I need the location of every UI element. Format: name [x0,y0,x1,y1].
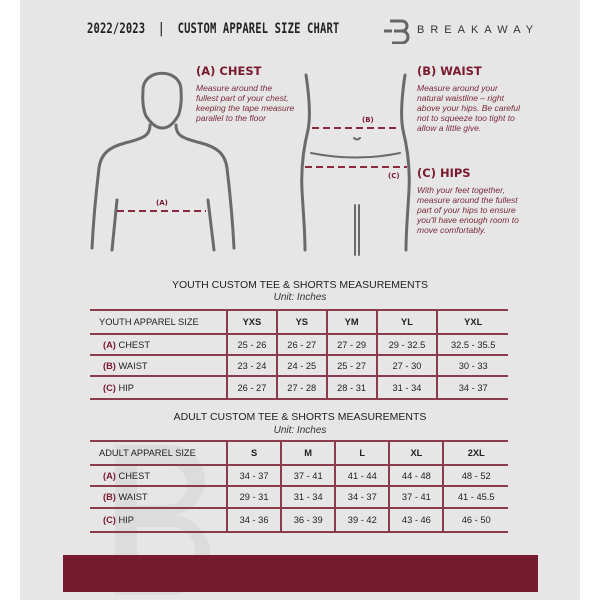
size-header: 2XL [442,440,508,466]
cell: 29 - 31 [225,485,282,509]
cell: 23 - 24 [226,354,277,377]
cell: 27 - 28 [275,375,327,400]
adult-unit: Unit: Inches [273,425,327,436]
cell: 34 - 37 [225,464,282,487]
row-label: WAIST [118,492,148,502]
youth-section-title: YOUTH CUSTOM TEE & SHORTS MEASUREMENTS [171,279,429,291]
cell: 31 - 34 [375,375,438,400]
row-label: HIP [118,515,135,525]
row-label: WAIST [118,360,148,371]
cell: 26 - 27 [275,333,327,356]
cell: 29 - 32.5 [375,333,438,356]
size-header: YXS [226,309,277,335]
cell: 36 - 39 [280,507,336,533]
cell: 28 - 31 [325,375,377,400]
size-header: M [280,440,336,466]
cell: 41 - 44 [334,464,390,487]
adult-section-title: ADULT CUSTOM TEE & SHORTS MEASUREMENTS [173,411,427,423]
footer-bar [63,555,538,592]
table-row: (B) WAIST 29 - 31 31 - 34 34 - 37 37 - 41 41 … [90,485,508,509]
cell: 48 - 52 [442,464,508,487]
table-row: (A) CHEST 34 - 37 37 - 41 41 - 44 44 - 48 48 … [90,464,508,487]
cell: 25 - 27 [325,354,377,377]
cell: 27 - 29 [325,333,377,356]
size-header: YXL [436,309,508,335]
table-header-row: ADULT APPAREL SIZE S M L XL 2XL [90,440,508,466]
cell: 46 - 50 [442,507,508,533]
cell: 37 - 41 [388,485,444,509]
brand-name: BREAKAWAY [417,24,540,36]
waist-heading: (B) WAIST [417,64,482,78]
row-key: (A) [103,339,116,350]
chest-instructions: Measure around the fullest part of your … [196,83,295,123]
youth-size-table: YOUTH APPAREL SIZE YXS YS YM YL YXL (A) … [90,309,508,400]
body-figures [90,71,411,256]
cell: 31 - 34 [280,485,336,509]
table-header-row: YOUTH APPAREL SIZE YXS YS YM YL YXL [90,309,508,335]
cell: 24 - 25 [275,354,327,377]
row-key: (B) [103,360,116,371]
youth-unit: Unit: Inches [273,292,327,303]
hips-marker: (C) [388,172,400,180]
torso-figure [90,71,236,252]
size-header: L [334,440,390,466]
header-label: ADULT APPAREL SIZE [90,440,227,466]
cell: 39 - 42 [334,507,390,533]
cell: 34 - 36 [225,507,282,533]
size-header: S [225,440,282,466]
hips-instructions: With your feet together, measure around … [417,185,519,235]
size-header: YS [275,309,327,335]
cell: 34 - 37 [334,485,390,509]
cell: 32.5 - 35.5 [436,333,508,356]
waist-marker: (B) [362,116,374,124]
table-row: (A) CHEST 25 - 26 26 - 27 27 - 29 29 - 32.5 3… [90,333,508,356]
table-row: (B) WAIST 23 - 24 24 - 25 25 - 27 27 - 30 30 … [90,354,508,377]
row-label: CHEST [118,339,151,350]
cell: 43 - 46 [388,507,444,533]
cell: 41 - 45.5 [442,485,508,509]
waist-instructions: Measure around your natural waistline – … [417,83,521,133]
size-header: XL [388,440,444,466]
cell: 25 - 26 [226,333,277,356]
row-key: (C) [103,382,116,393]
chest-marker: (A) [156,199,168,207]
hips-heading: (C) HIPS [417,166,471,180]
row-key: (C) [103,515,116,525]
cell: 34 - 37 [436,375,508,400]
size-header: YM [325,309,377,335]
adult-size-table: ADULT APPAREL SIZE S M L XL 2XL (A) CHES… [90,440,508,533]
cell: 37 - 41 [280,464,336,487]
breakaway-logo-icon [384,19,410,44]
hips-figure [300,73,411,256]
size-header: YL [375,309,438,335]
row-label: CHEST [118,470,151,481]
cell: 26 - 27 [226,375,277,400]
row-key: (A) [103,470,116,481]
cell: 30 - 33 [436,354,508,377]
header-label: YOUTH APPAREL SIZE [90,309,227,335]
chest-heading: (A) CHEST [196,64,262,78]
cell: 44 - 48 [388,464,444,487]
cell: 27 - 30 [375,354,438,377]
table-row: (C) HIP 26 - 27 27 - 28 28 - 31 31 - 34 34 - … [90,375,508,400]
row-label: HIP [118,382,135,393]
table-row: (C) HIP 34 - 36 36 - 39 39 - 42 43 - 46 46 - … [90,507,508,533]
row-key: (B) [103,492,116,502]
page-title: 2022/2023 | CUSTOM APPAREL SIZE CHART [87,21,340,37]
